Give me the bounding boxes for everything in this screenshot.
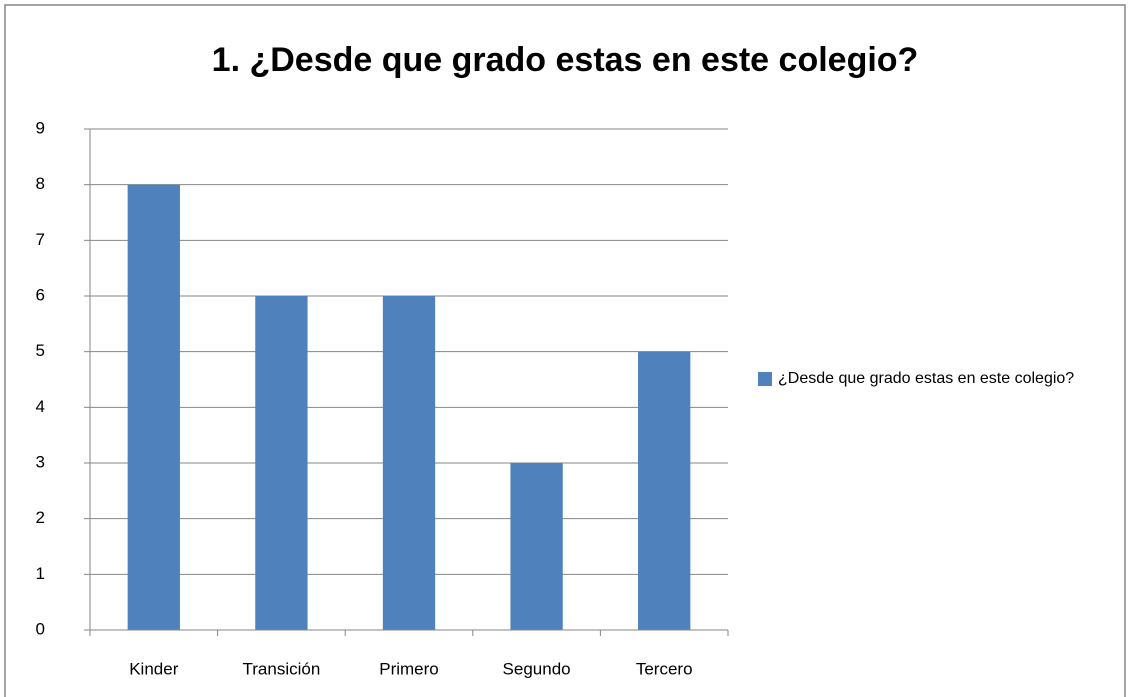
- x-tick-label: Segundo: [503, 659, 571, 678]
- bar: [255, 296, 308, 630]
- legend-swatch: [758, 372, 772, 386]
- y-tick-label: 4: [36, 397, 45, 416]
- y-tick-label: 7: [36, 230, 45, 249]
- y-tick-label: 1: [36, 564, 45, 583]
- y-tick-label: 2: [36, 508, 45, 527]
- x-tick-label: Transición: [243, 659, 321, 678]
- x-tick-label: Primero: [379, 659, 439, 678]
- bar: [127, 184, 180, 630]
- chart-title: 1. ¿Desde que grado estas en este colegi…: [212, 41, 919, 79]
- y-tick-label: 0: [36, 619, 45, 638]
- y-tick-label: 6: [36, 285, 45, 304]
- y-tick-label: 5: [36, 341, 45, 360]
- x-tick-label: Tercero: [636, 659, 693, 678]
- bar: [510, 463, 563, 630]
- y-tick-label: 9: [36, 118, 45, 137]
- bar: [382, 296, 436, 630]
- legend-entry: ¿Desde que grado estas en este colegio?: [778, 370, 1075, 387]
- bar: [638, 351, 691, 630]
- chart-border: [4, 4, 1126, 697]
- y-tick-label: 3: [36, 452, 45, 471]
- y-tick-label: 8: [36, 174, 45, 193]
- legend-label: ¿Desde que grado estas en este colegio?: [778, 370, 1075, 387]
- x-tick-label: Kinder: [129, 659, 178, 678]
